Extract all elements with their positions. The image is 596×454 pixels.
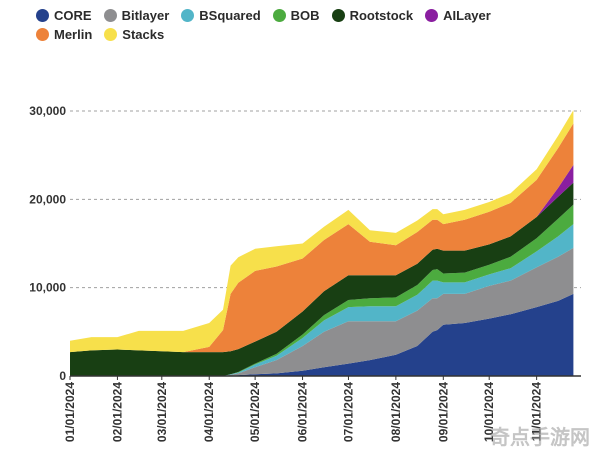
- x-tick-label: 08/01/2024: [389, 382, 403, 442]
- x-tick-label: 03/01/2024: [155, 382, 169, 442]
- legend-label: BSquared: [199, 8, 261, 23]
- area-stacks: [70, 110, 574, 353]
- legend-label: BOB: [290, 8, 320, 23]
- legend-item-merlin: Merlin: [36, 27, 92, 42]
- area-rootstock: [70, 182, 574, 376]
- y-tick-label: 30,000: [29, 104, 66, 118]
- gridlines: [70, 110, 581, 289]
- legend-swatch: [104, 28, 118, 41]
- x-tick-label: 09/01/2024: [436, 382, 450, 442]
- legend-item-bob: BOB: [272, 8, 320, 23]
- legend-item-stacks: Stacks: [104, 27, 164, 42]
- legend-item-core: CORE: [36, 8, 92, 23]
- x-tick-label: 10/01/2024: [482, 382, 496, 442]
- legend-item-bitlayer: Bitlayer: [103, 8, 170, 23]
- legend-item-rootstock: Rootstock: [331, 8, 414, 23]
- legend-label: CORE: [54, 8, 92, 23]
- x-tick-label: 01/01/2024: [63, 382, 77, 442]
- legend-swatch: [181, 9, 195, 22]
- x-tick-label: 06/01/2024: [296, 382, 310, 442]
- x-axis-ticks: 01/01/2024 02/01/2024 03/01/2024 04/01/2024…: [63, 376, 544, 442]
- legend-label: Stacks: [122, 27, 165, 42]
- y-axis-ticks: 0 10,000 20,000 30,000: [29, 104, 66, 383]
- legend-item-ailayer: AILayer: [425, 8, 491, 23]
- legend-swatch: [331, 9, 345, 22]
- y-tick-label: 0: [59, 369, 66, 383]
- legend-label: Merlin: [54, 27, 93, 42]
- legend-swatch: [36, 28, 49, 41]
- x-tick-label: 11/01/2024: [530, 382, 544, 442]
- area-core: [70, 293, 574, 376]
- legend-swatch: [103, 9, 117, 22]
- x-tick-label: 07/01/2024: [341, 382, 355, 442]
- chart-legend: CORE Bitlayer BSquared BOB Rootstock AILayer M…: [36, 8, 556, 42]
- watermark-text: 奇点手游网: [490, 425, 590, 449]
- area-bitlayer: [70, 247, 574, 376]
- x-tick-label: 02/01/2024: [110, 382, 124, 442]
- legend-swatch: [272, 9, 286, 22]
- legend-item-bsquared: BSquared: [181, 8, 261, 23]
- legend-swatch: [36, 9, 49, 22]
- series-areas: [70, 110, 581, 377]
- legend-label: Bitlayer: [121, 8, 170, 23]
- x-tick-label: 04/01/2024: [202, 382, 216, 442]
- y-tick-label: 10,000: [29, 281, 66, 295]
- x-tick-label: 05/01/2024: [248, 382, 262, 442]
- legend-label: Rootstock: [349, 8, 414, 23]
- legend-label: AILayer: [443, 8, 491, 23]
- area-merlin: [70, 123, 574, 353]
- legend-swatch: [425, 9, 439, 22]
- y-tick-label: 20,000: [29, 192, 66, 206]
